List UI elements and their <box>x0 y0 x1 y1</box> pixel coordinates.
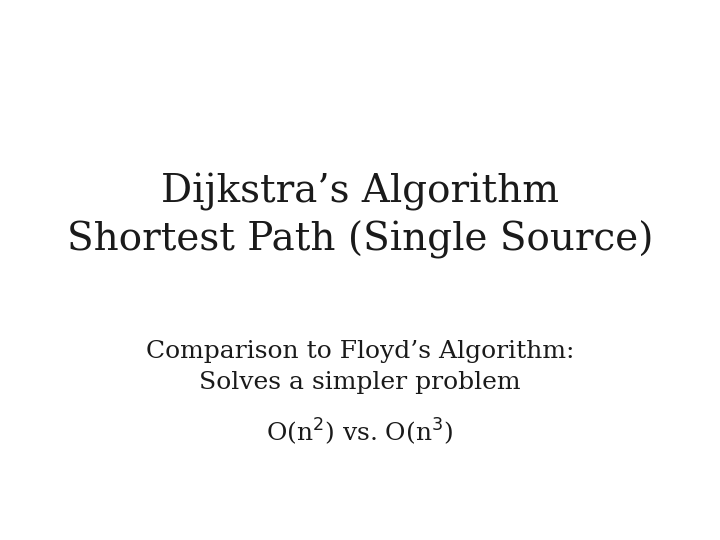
Text: O(n$^2$) vs. O(n$^3$): O(n$^2$) vs. O(n$^3$) <box>266 416 454 448</box>
Text: Comparison to Floyd’s Algorithm:
Solves a simpler problem: Comparison to Floyd’s Algorithm: Solves … <box>145 340 575 394</box>
Text: Dijkstra’s Algorithm
Shortest Path (Single Source): Dijkstra’s Algorithm Shortest Path (Sing… <box>67 173 653 259</box>
